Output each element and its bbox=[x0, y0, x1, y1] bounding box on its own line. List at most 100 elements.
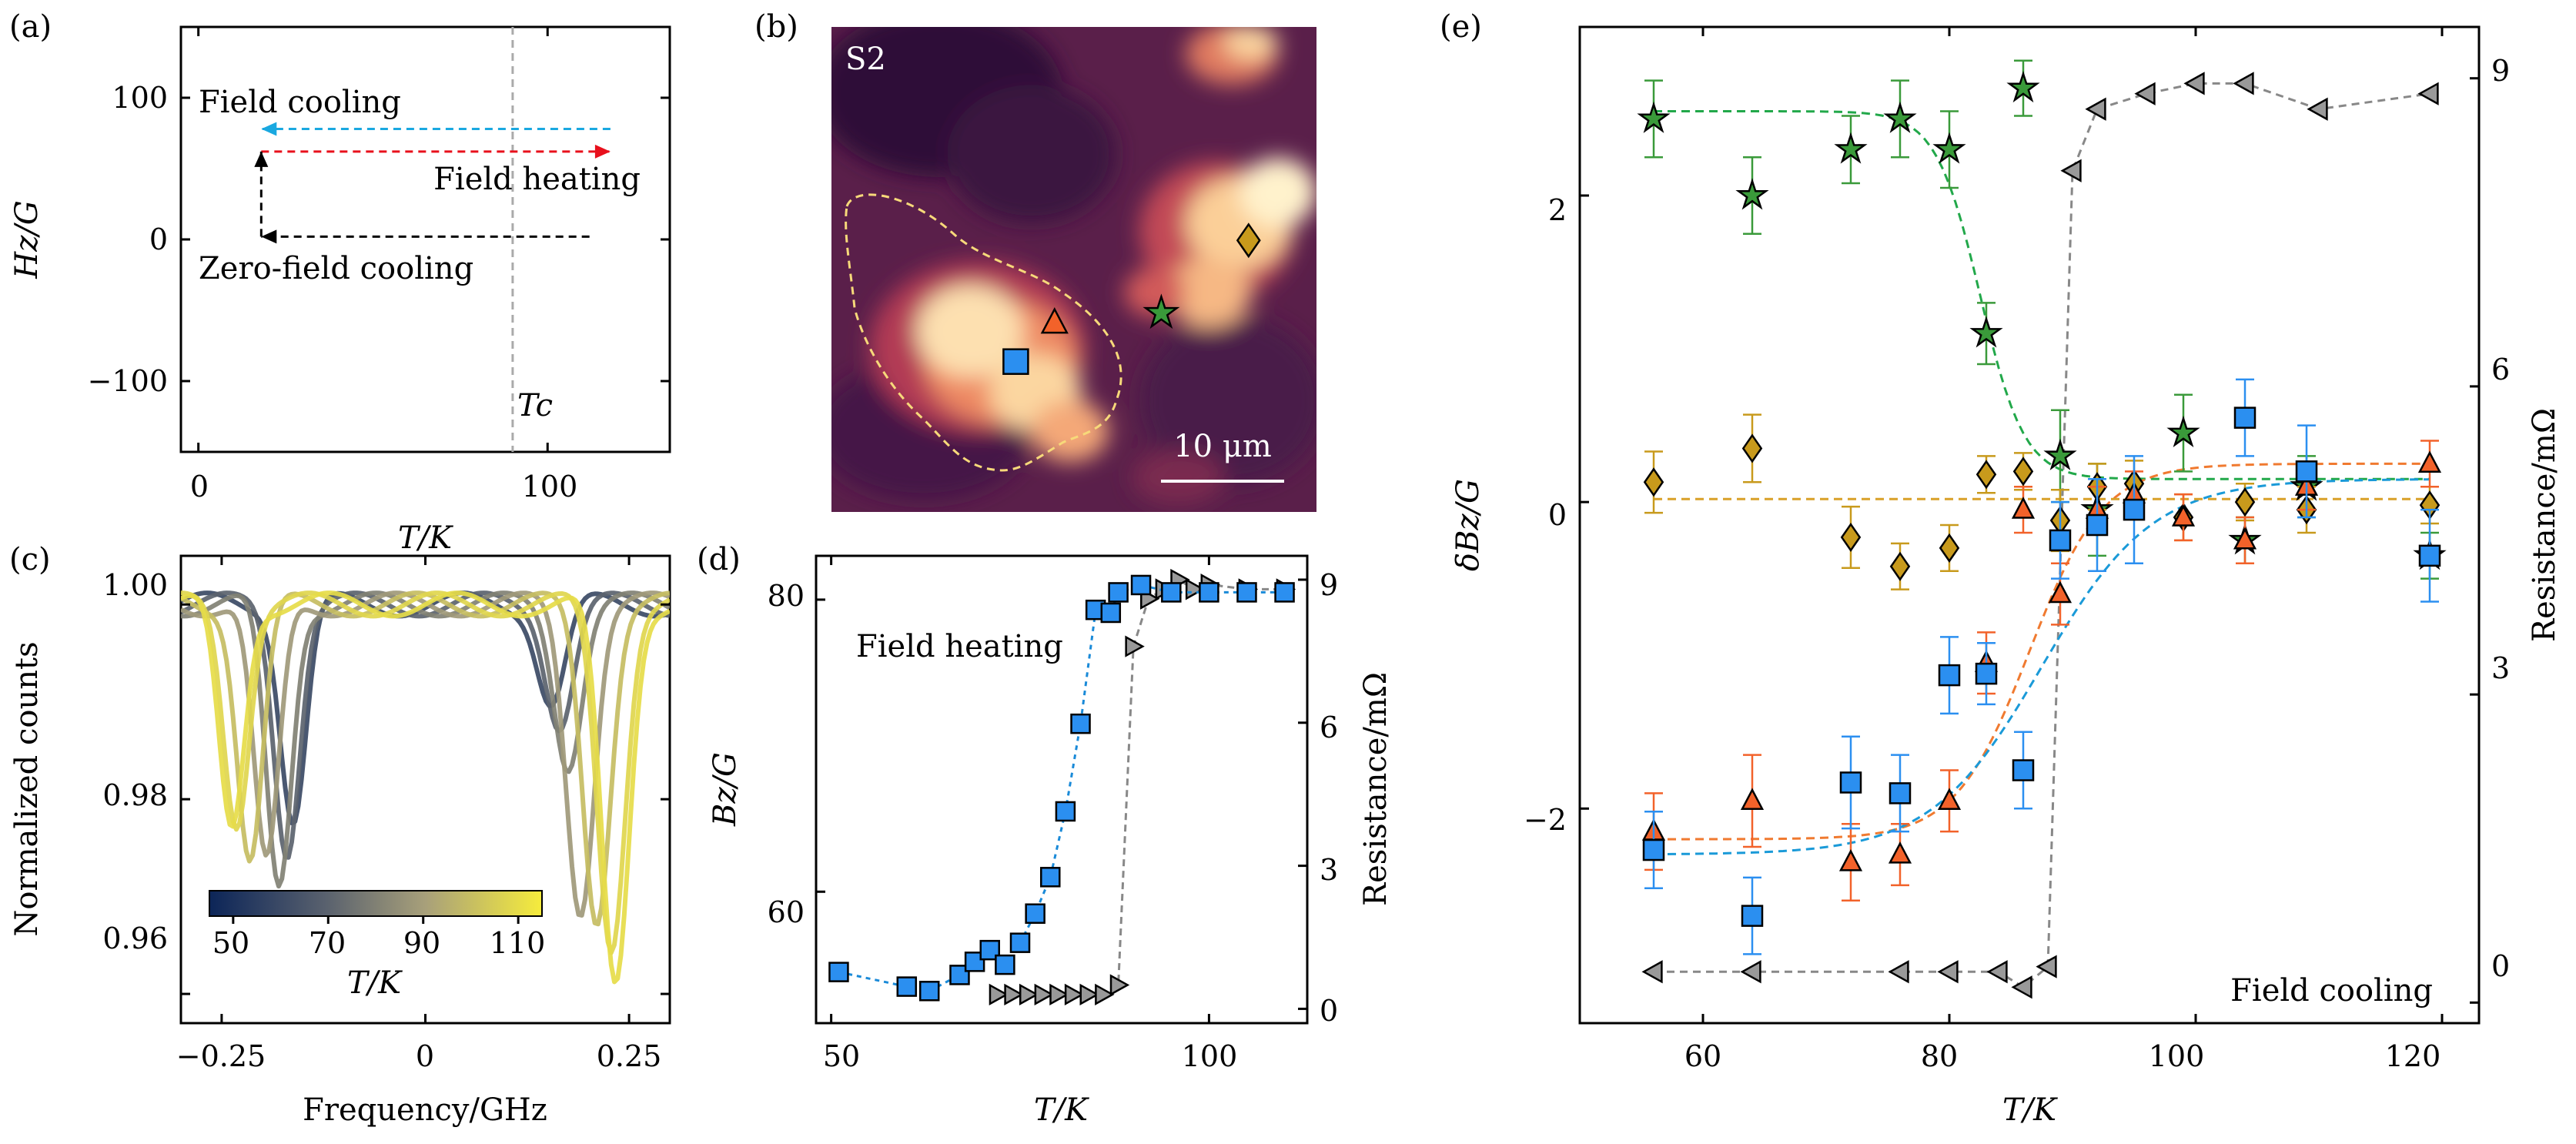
resistance-point bbox=[1004, 983, 1024, 1005]
bz-point bbox=[918, 981, 940, 1002]
colorbar-label: T/K bbox=[347, 965, 403, 1001]
panel-e: (e) Field cooling 60 80 100 120 2 0 −2 9… bbox=[1440, 9, 2562, 1128]
panel-d-label: (d) bbox=[697, 542, 741, 577]
e-resistance-point bbox=[1641, 960, 1663, 984]
arrow-head-0 bbox=[261, 122, 277, 136]
bz-point bbox=[1055, 801, 1076, 822]
spectrum-108K bbox=[181, 590, 670, 955]
triangle-point bbox=[2417, 450, 2442, 473]
star-point bbox=[2043, 438, 2077, 470]
star-point bbox=[1969, 316, 2003, 348]
e-resistance-point bbox=[2417, 82, 2439, 105]
square-point bbox=[1741, 905, 1764, 927]
bz-point bbox=[995, 954, 1015, 975]
arrow-head-2 bbox=[261, 229, 277, 244]
panel-d-y2tick-0: 9 bbox=[1320, 568, 1338, 602]
star-point bbox=[1932, 132, 1966, 164]
star-point bbox=[2006, 70, 2040, 103]
panel-d-y2tick-2: 3 bbox=[1320, 853, 1338, 887]
arrow-label-zero-field-cooling: Zero-field cooling bbox=[199, 251, 473, 286]
bz-point bbox=[1199, 582, 1219, 603]
bz-point bbox=[1100, 602, 1122, 624]
panel-e-ytick-2: −2 bbox=[1524, 803, 1567, 837]
region-outline bbox=[845, 193, 1122, 472]
e-resistance-point bbox=[1888, 960, 1909, 984]
square-point bbox=[2012, 759, 2035, 781]
panel-a-content bbox=[181, 27, 670, 452]
e-resistance-point bbox=[2134, 82, 2156, 105]
arrow-head-1 bbox=[594, 144, 611, 159]
bz-point bbox=[979, 939, 1001, 961]
panel-d-xtick-1: 100 bbox=[1182, 1039, 1238, 1073]
panel-d: (d) Field heating 50 100 80 60 9 6 3 0 T… bbox=[697, 542, 1393, 1128]
bz-point bbox=[828, 962, 849, 982]
panel-e-annotation: Field cooling bbox=[2230, 973, 2433, 1009]
resistance-point bbox=[1049, 983, 1069, 1005]
panel-a-ytick-0: 100 bbox=[112, 81, 168, 115]
bz-point bbox=[1070, 713, 1091, 734]
panel-c-xtick-1: 0 bbox=[416, 1039, 434, 1073]
diamond-point bbox=[1889, 551, 1911, 581]
triangle-point bbox=[2011, 497, 2036, 519]
diamond-point bbox=[1643, 467, 1664, 497]
e-resistance-point bbox=[2183, 72, 2205, 95]
star-point bbox=[1637, 101, 1671, 133]
square-point bbox=[2123, 498, 2146, 521]
resistance-point bbox=[1125, 635, 1145, 657]
bz-point bbox=[1009, 932, 1031, 953]
diamond-point bbox=[1741, 433, 1763, 463]
panel-b-image bbox=[831, 27, 1316, 512]
square-point bbox=[2233, 406, 2257, 429]
panel-a-ylabel: Hz/G bbox=[9, 200, 45, 279]
square-point bbox=[2049, 529, 2072, 552]
colorbar-ticks bbox=[181, 556, 670, 1023]
panel-e-y2tick-0: 9 bbox=[2491, 54, 2510, 88]
spectrum-110K bbox=[181, 590, 670, 985]
triangle-fit bbox=[1654, 462, 2430, 841]
colorbar-tick-1: 70 bbox=[309, 926, 346, 960]
resistance-point bbox=[1095, 983, 1115, 1005]
resistance-point bbox=[1079, 983, 1099, 1005]
panel-c: (c) 50 70 90 110 T/K −0.25 0 0.25 1.00 0… bbox=[9, 542, 671, 1128]
panel-d-xlabel: T/K bbox=[1034, 1092, 1089, 1128]
panel-e-xtick-0: 60 bbox=[1684, 1039, 1721, 1073]
resistance-point bbox=[989, 983, 1009, 1005]
map-features bbox=[831, 27, 1316, 504]
e-resistance-point bbox=[2233, 72, 2254, 95]
bz-point bbox=[1130, 574, 1152, 596]
square-point bbox=[1642, 838, 1665, 861]
panel-a-xtick-1: 100 bbox=[522, 470, 578, 503]
triangle-point bbox=[2171, 504, 2196, 527]
triangle-point bbox=[1740, 788, 1765, 810]
star-fit bbox=[1654, 110, 2430, 480]
star-point bbox=[2166, 415, 2200, 447]
panel-e-y2tick-3: 0 bbox=[2491, 949, 2510, 983]
diamond-point bbox=[1975, 460, 1997, 490]
panel-d-frame bbox=[815, 554, 1309, 1025]
panel-e-ytick-0: 2 bbox=[1548, 193, 1567, 227]
panel-e-xtick-2: 100 bbox=[2149, 1039, 2205, 1073]
resistance-point bbox=[1064, 983, 1085, 1005]
map-marker-diamond bbox=[1236, 222, 1261, 259]
panel-a-ytick-1: 0 bbox=[149, 222, 168, 256]
panel-c-xtick-2: 0.25 bbox=[597, 1039, 662, 1073]
panel-e-y2tick-2: 3 bbox=[2491, 651, 2510, 685]
bz-point bbox=[1040, 867, 1061, 888]
panel-a-ytick-2: −100 bbox=[88, 364, 168, 398]
e-resistance-point bbox=[2011, 975, 2032, 999]
arrow-head-3 bbox=[254, 151, 269, 167]
resistance-point bbox=[1019, 983, 1039, 1005]
square-point bbox=[2295, 460, 2318, 483]
panel-a: (a) 0 100 100 0 −100 T/K Hz/G Field cool… bbox=[9, 9, 671, 556]
e-resistance-point bbox=[2060, 159, 2082, 182]
panel-d-ytick-0: 80 bbox=[768, 579, 805, 613]
panel-b: (b) bbox=[754, 9, 1316, 512]
tc-label: Tc bbox=[517, 388, 553, 423]
panel-e-content bbox=[1580, 27, 2479, 1023]
colorbar-tick-3: 110 bbox=[490, 926, 546, 960]
panel-c-ylabel: Normalized counts bbox=[9, 641, 45, 936]
arrow-label-field-cooling: Field cooling bbox=[199, 85, 401, 120]
square-point bbox=[2418, 544, 2441, 567]
panel-e-xlabel: T/K bbox=[2002, 1092, 2058, 1128]
map-marker-square bbox=[1002, 348, 1029, 375]
